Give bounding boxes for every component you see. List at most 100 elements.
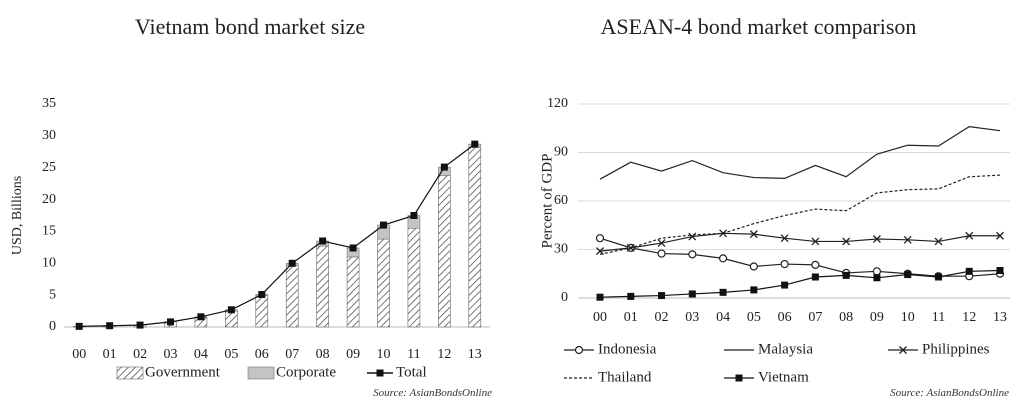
x-tick-label: 13 <box>993 310 1007 325</box>
y-tick-label: 20 <box>42 192 56 207</box>
legend-label: Total <box>396 364 427 380</box>
point-indonesia <box>781 261 788 268</box>
point-indonesia <box>812 261 819 268</box>
bar-government <box>256 296 268 327</box>
legend-label: Thailand <box>598 369 652 385</box>
bar-government <box>347 257 359 327</box>
point-total <box>197 313 204 320</box>
y-tick-label: 90 <box>554 145 568 160</box>
x-tick-label: 01 <box>624 310 638 325</box>
point-total <box>410 212 417 219</box>
x-tick-label: 09 <box>346 347 360 362</box>
y-tick-label: 0 <box>49 319 56 334</box>
x-tick-label: 08 <box>839 310 853 325</box>
point-total <box>228 306 235 313</box>
bar-government <box>225 311 237 327</box>
point-total <box>441 164 448 171</box>
point-indonesia <box>750 263 757 270</box>
point-indonesia <box>597 235 604 242</box>
x-tick-label: 12 <box>962 310 976 325</box>
legend: Indonesia Malaysia Philippines Thailand Viet… <box>564 341 990 385</box>
x-tick-label: 11 <box>407 347 420 362</box>
y-tick-label: 120 <box>547 96 568 111</box>
y-axis-title: Percent of GDP <box>539 154 555 249</box>
bar-government <box>378 239 390 327</box>
x-tick-label: 03 <box>685 310 699 325</box>
point-vietnam <box>843 272 850 279</box>
x-tick-label: 03 <box>164 347 178 362</box>
legend-marker-total <box>377 370 384 377</box>
source-note: Source: AsianBondsOnline <box>373 387 492 399</box>
x-tick-label: 10 <box>901 310 915 325</box>
point-total <box>76 323 83 330</box>
x-tick-label: 04 <box>194 347 208 362</box>
point-indonesia <box>720 255 727 262</box>
point-total <box>167 318 174 325</box>
y-axis-title: USD, Billions <box>10 176 25 255</box>
y-tick-label: 35 <box>42 96 56 111</box>
point-total <box>380 222 387 229</box>
y-tick-label: 5 <box>49 287 56 302</box>
point-vietnam <box>597 294 604 301</box>
legend-label: Corporate <box>276 364 336 380</box>
point-vietnam <box>750 286 757 293</box>
point-vietnam <box>720 289 727 296</box>
x-tick-label: 06 <box>255 347 269 362</box>
point-vietnam <box>627 293 634 300</box>
legend-swatch-corporate <box>248 367 274 379</box>
x-tick-label: 02 <box>655 310 669 325</box>
bar-government <box>408 228 420 327</box>
x-tick-label: 07 <box>285 347 299 362</box>
point-total <box>319 237 326 244</box>
point-vietnam <box>812 273 819 280</box>
legend-label: Government <box>145 364 221 380</box>
x-tick-label: 13 <box>468 347 482 362</box>
x-tick-label: 00 <box>72 347 86 362</box>
point-total <box>350 244 357 251</box>
legend-label: Indonesia <box>598 341 657 357</box>
point-vietnam <box>689 290 696 297</box>
x-tick-label: 05 <box>224 347 238 362</box>
x-tick-label: 05 <box>747 310 761 325</box>
x-tick-label: 06 <box>778 310 792 325</box>
legend-label: Malaysia <box>758 341 813 357</box>
y-tick-label: 30 <box>554 242 568 257</box>
legend-label: Philippines <box>922 341 990 357</box>
bar-government <box>438 175 450 327</box>
point-total <box>258 291 265 298</box>
x-tick-label: 11 <box>932 310 945 325</box>
asean-4-bond-market-comparison-chart: ASEAN-4 bond market comparison 0 30 60 90 12… <box>500 0 1017 405</box>
point-total <box>289 260 296 267</box>
point-indonesia <box>658 250 665 257</box>
y-tick-label: 0 <box>561 290 568 305</box>
x-tick-label: 02 <box>133 347 147 362</box>
x-tick-label: 04 <box>716 310 730 325</box>
point-indonesia <box>873 268 880 275</box>
point-total <box>137 322 144 329</box>
point-vietnam <box>873 274 880 281</box>
legend: Government Corporate Total <box>117 364 427 380</box>
bar-government <box>317 246 329 327</box>
chart-plot-area: 0 30 60 90 120 Percent of GDP 00 01 02 03 04 05 06 07… <box>500 0 1017 405</box>
x-tick-label: 00 <box>593 310 607 325</box>
x-tick-label: 07 <box>808 310 822 325</box>
legend-marker-vietnam <box>736 375 743 382</box>
point-vietnam <box>935 273 942 280</box>
y-tick-label: 10 <box>42 256 56 271</box>
y-tick-label: 15 <box>42 224 56 239</box>
x-tick-label: 10 <box>377 347 391 362</box>
point-vietnam <box>997 267 1004 274</box>
y-tick-label: 60 <box>554 193 568 208</box>
source-note: Source: AsianBondsOnline <box>890 387 1009 399</box>
x-tick-label: 01 <box>103 347 117 362</box>
bar-government <box>469 147 481 327</box>
legend-label: Vietnam <box>758 369 809 385</box>
y-tick-label: 25 <box>42 160 56 175</box>
point-vietnam <box>904 271 911 278</box>
point-vietnam <box>781 282 788 289</box>
vietnam-bond-market-size-chart: Vietnam bond market size 0 5 10 15 20 25 30 35 U… <box>0 0 500 405</box>
point-vietnam <box>966 268 973 275</box>
y-tick-label: 30 <box>42 128 56 143</box>
